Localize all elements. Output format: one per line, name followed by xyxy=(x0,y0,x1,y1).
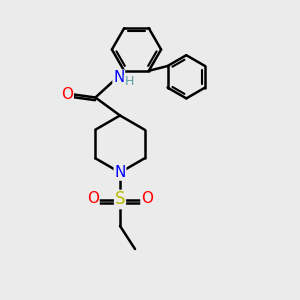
Text: N: N xyxy=(114,165,126,180)
Text: O: O xyxy=(141,191,153,206)
Text: O: O xyxy=(87,191,99,206)
Text: N: N xyxy=(113,70,124,85)
Text: O: O xyxy=(61,87,73,102)
Text: S: S xyxy=(115,190,125,208)
Text: H: H xyxy=(124,75,134,88)
